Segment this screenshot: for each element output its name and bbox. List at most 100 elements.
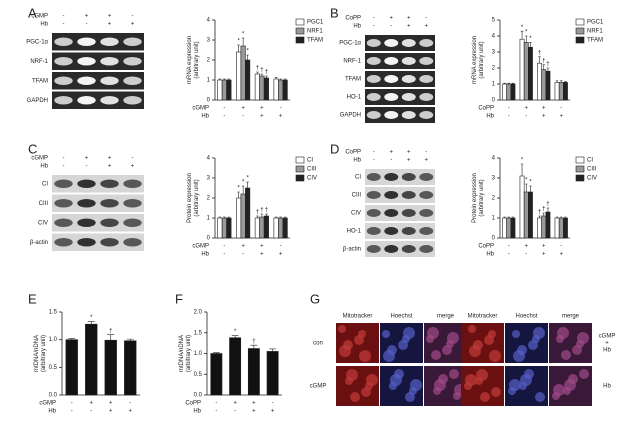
bar <box>541 215 547 239</box>
bar <box>240 45 246 101</box>
error-bar <box>265 75 268 78</box>
y-tick-label: 1 <box>207 78 211 84</box>
error-bar <box>279 78 282 80</box>
bar <box>240 193 246 239</box>
significance-mark: * <box>525 30 528 36</box>
blot-condition-name: Hb <box>353 24 361 30</box>
cell <box>447 332 459 344</box>
blot-band <box>123 179 142 189</box>
error-bar <box>218 216 222 218</box>
bar <box>282 79 288 101</box>
blot-strip <box>365 205 435 221</box>
condition-value: - <box>215 401 217 407</box>
blot-condition-value: + <box>389 16 393 22</box>
blot-strip <box>365 107 435 123</box>
significance-mark: * <box>234 329 237 335</box>
error-bar <box>68 338 76 340</box>
cell <box>359 350 371 362</box>
significance-mark: † <box>109 328 112 334</box>
significance-mark: * <box>242 180 245 186</box>
y-axis-label: (arbitrary unit) <box>479 179 485 216</box>
significance-mark: * <box>521 25 524 31</box>
blot-row-label: CIV <box>38 220 48 226</box>
condition-value: - <box>560 106 562 112</box>
blot-band <box>77 37 96 47</box>
blot-condition-value: + <box>108 22 112 28</box>
error-bar <box>520 163 524 176</box>
error-bar <box>213 352 220 354</box>
bar <box>273 217 279 239</box>
error-bar <box>511 82 515 84</box>
blot-band <box>77 179 96 189</box>
blot-strip <box>52 214 144 232</box>
blot-band <box>419 173 434 181</box>
y-tick-label: 2 <box>207 196 211 202</box>
blot-band <box>123 198 142 208</box>
error-bar <box>529 185 532 192</box>
blot-strip <box>52 91 144 109</box>
bar <box>254 73 260 101</box>
bar <box>124 340 137 396</box>
legend-label: PGC1 <box>587 20 604 26</box>
condition-value: - <box>71 401 73 407</box>
bar <box>282 217 288 239</box>
blot-band <box>366 57 381 65</box>
y-tick-label: 0.5 <box>49 365 58 371</box>
cell <box>410 379 422 391</box>
error-bar <box>559 80 563 83</box>
bar <box>263 215 269 239</box>
blot-band <box>401 93 416 101</box>
panel-letter: B <box>330 5 339 20</box>
column-header: Mitotracker <box>468 314 498 320</box>
blot-condition-value: + <box>389 150 393 156</box>
bar <box>554 217 560 239</box>
cell <box>533 327 545 339</box>
blot-condition-name: Hb <box>353 158 361 164</box>
y-tick-label: 2 <box>207 58 211 64</box>
cell <box>387 345 397 355</box>
bar <box>236 51 242 101</box>
cell <box>438 374 448 384</box>
error-bar <box>227 78 231 80</box>
blot-row-label: HO-1 <box>347 229 362 235</box>
error-bar <box>260 73 264 76</box>
blot-band <box>384 93 399 101</box>
error-bar <box>237 191 240 198</box>
condition-value: - <box>560 244 562 250</box>
blot-row-label: HO-1 <box>347 95 362 101</box>
bar <box>259 216 265 239</box>
blot-band <box>54 56 73 66</box>
legend-label: CI <box>307 158 313 164</box>
legend-label: CIII <box>587 167 597 173</box>
error-bar <box>564 216 567 218</box>
legend-label: NRF1 <box>587 29 603 35</box>
error-bar <box>241 185 245 194</box>
blot-condition-value: - <box>63 156 65 162</box>
legend-swatch <box>575 156 585 164</box>
y-axis-label: (arbitrary unit) <box>41 335 47 372</box>
error-bar <box>218 78 222 80</box>
blot-row-label: CI <box>42 181 48 187</box>
blot-condition-value: + <box>85 14 89 20</box>
legend-label: CI <box>587 158 593 164</box>
blot-band <box>384 75 399 83</box>
blot-row-label: β-actin <box>343 247 361 253</box>
bar <box>523 42 529 101</box>
blot-band <box>77 76 96 86</box>
condition-value: + <box>241 244 245 250</box>
blot-condition-value: + <box>131 164 135 170</box>
significance-mark: * <box>90 315 93 321</box>
cell <box>512 330 520 338</box>
panel-letter: G <box>310 291 320 306</box>
blot-band <box>77 237 96 247</box>
condition-value: + <box>279 252 283 258</box>
y-tick-label: 0.0 <box>194 393 203 399</box>
significance-mark: † <box>542 58 545 64</box>
bar <box>537 217 542 239</box>
error-bar <box>283 216 287 218</box>
y-tick-label: 0.0 <box>49 393 58 399</box>
blot-band <box>366 173 381 181</box>
blot-condition-value: - <box>86 22 88 28</box>
error-bar <box>246 54 249 60</box>
blot-condition-value: + <box>407 24 411 30</box>
